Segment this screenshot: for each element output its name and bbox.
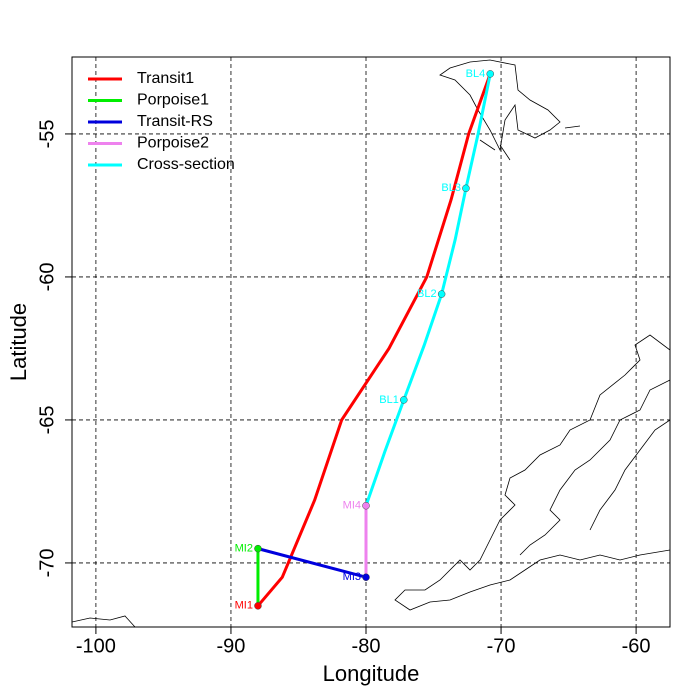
station-label: BL1 bbox=[379, 394, 399, 406]
station-label: BL2 bbox=[417, 288, 437, 300]
track-line bbox=[257, 547, 367, 579]
x-tick-label: -70 bbox=[487, 635, 516, 657]
station-point bbox=[462, 184, 470, 193]
y-tick-label: -70 bbox=[36, 548, 58, 577]
track-line bbox=[256, 73, 492, 607]
x-tick-label: -80 bbox=[352, 635, 381, 657]
plot-frame bbox=[71, 56, 671, 628]
coastline bbox=[394, 334, 670, 611]
y-axis-title: Latitude bbox=[6, 303, 31, 381]
legend-label: Porpoise1 bbox=[137, 92, 209, 109]
station-label: MI3 bbox=[343, 571, 361, 583]
x-tick-label: -90 bbox=[217, 635, 246, 657]
station-label: BL3 bbox=[441, 182, 461, 194]
y-tick-label: -65 bbox=[36, 405, 58, 434]
y-tick-label: -55 bbox=[36, 119, 58, 148]
x-tick-label: -100 bbox=[76, 635, 116, 657]
station-point bbox=[254, 602, 262, 610]
station-point bbox=[362, 573, 370, 581]
station-point bbox=[254, 544, 262, 553]
coastline bbox=[439, 59, 561, 152]
legend-label: Transit-RS bbox=[137, 113, 213, 130]
coastline bbox=[479, 125, 581, 161]
station-label: MI1 bbox=[235, 600, 253, 612]
station-label: MI4 bbox=[343, 500, 361, 512]
station-point bbox=[400, 396, 408, 404]
station-point bbox=[486, 70, 494, 78]
legend-label: Transit1 bbox=[137, 70, 194, 87]
y-tick-label: -60 bbox=[36, 262, 58, 291]
x-tick-label: -60 bbox=[622, 635, 651, 657]
station-label: MI2 bbox=[235, 543, 253, 555]
station-point bbox=[437, 290, 446, 298]
station-label: BL4 bbox=[466, 68, 486, 80]
station-point bbox=[362, 501, 370, 510]
coastline bbox=[519, 379, 670, 556]
coastline bbox=[72, 615, 136, 627]
legend-label: Cross-section bbox=[137, 156, 235, 173]
x-axis-title: Longitude bbox=[323, 661, 420, 686]
legend-label: Porpoise2 bbox=[137, 135, 209, 152]
